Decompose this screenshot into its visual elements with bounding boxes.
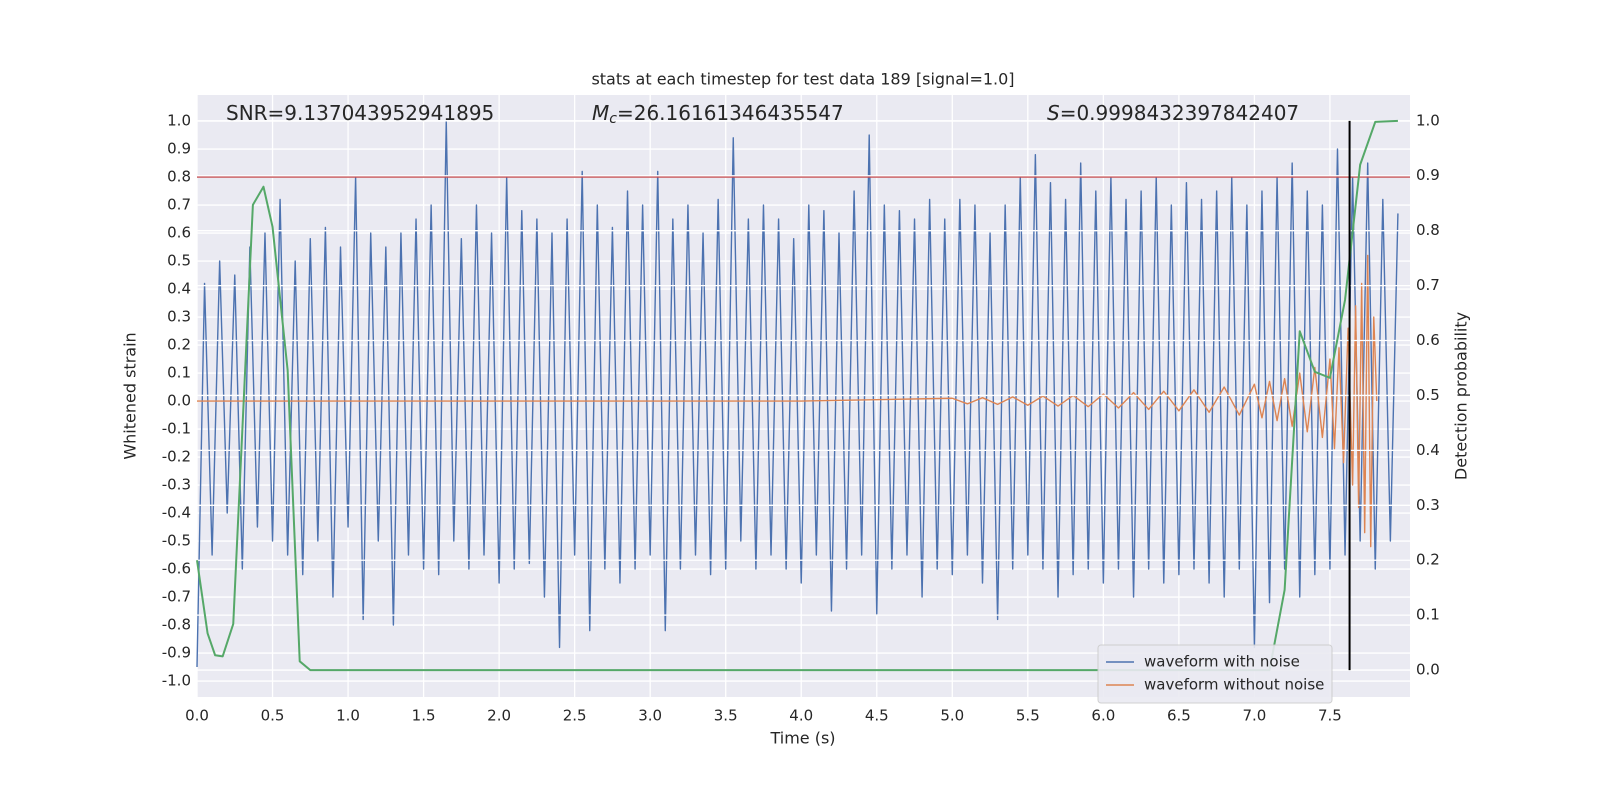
legend-label: waveform with noise xyxy=(1144,653,1300,671)
y2-axis-label: Detection probability xyxy=(1452,312,1471,480)
y-tick-label: -0.3 xyxy=(162,476,191,494)
y-tick-label: 0.1 xyxy=(167,364,191,382)
x-tick-label: 0.5 xyxy=(261,707,285,725)
x-tick-label: 4.5 xyxy=(865,707,889,725)
y2-tick-label: 0.9 xyxy=(1416,166,1440,184)
y-tick-label: 0.4 xyxy=(167,280,191,298)
y2-tick-label: 0.2 xyxy=(1416,551,1440,569)
y-tick-label: 0.2 xyxy=(167,336,191,354)
x-tick-label: 4.0 xyxy=(789,707,813,725)
annotation-subscript: c xyxy=(609,111,617,127)
x-tick-label: 6.5 xyxy=(1167,707,1191,725)
x-tick-label: 1.5 xyxy=(412,707,436,725)
y-tick-label: -0.9 xyxy=(162,644,191,662)
y-tick-label: 0.0 xyxy=(167,392,191,410)
x-tick-label: 5.0 xyxy=(940,707,964,725)
y-tick-label: 0.9 xyxy=(167,140,191,158)
y-tick-label: -0.2 xyxy=(162,448,191,466)
y2-tick-label: 0.0 xyxy=(1416,661,1440,679)
y-tick-label: 0.7 xyxy=(167,196,191,214)
annotation-text: SNR=9.137043952941895 xyxy=(226,101,494,125)
x-tick-label: 3.0 xyxy=(638,707,662,725)
series-line xyxy=(196,120,1399,668)
y-tick-label: 1.0 xyxy=(167,112,191,130)
annotation-text: =26.16161346435547 xyxy=(617,101,844,125)
y-tick-label: 0.8 xyxy=(167,168,191,186)
x-axis-label: Time (s) xyxy=(769,729,835,748)
y-tick-label: -0.6 xyxy=(162,560,191,578)
x-tick-label: 7.5 xyxy=(1318,707,1342,725)
y2-tick-label: 0.5 xyxy=(1416,386,1440,404)
y-tick-label: -0.8 xyxy=(162,616,191,634)
y2-tick-label: 0.8 xyxy=(1416,221,1440,239)
annotation: SNR=9.137043952941895 xyxy=(226,101,494,125)
series-line xyxy=(196,119,1398,672)
y-tick-label: 0.6 xyxy=(167,224,191,242)
legend-label: waveform without noise xyxy=(1144,676,1324,694)
x-tick-label: 2.0 xyxy=(487,707,511,725)
legend-box xyxy=(1097,644,1333,704)
x-tick-label: 5.5 xyxy=(1016,707,1040,725)
y2-tick-label: 0.1 xyxy=(1416,606,1440,624)
y-axis-label: Whitened strain xyxy=(121,332,140,459)
x-tick-label: 0.0 xyxy=(185,707,209,725)
y2-tick-label: 1.0 xyxy=(1416,111,1440,129)
y-tick-label: -0.5 xyxy=(162,532,191,550)
y2-tick-label: 0.6 xyxy=(1416,331,1440,349)
x-tick-label: 3.5 xyxy=(714,707,738,725)
y-tick-label: -1.0 xyxy=(162,672,191,690)
x-tick-label: 6.0 xyxy=(1091,707,1115,725)
y2-tick-label: 0.3 xyxy=(1416,496,1440,514)
chart-title: stats at each timestep for test data 189… xyxy=(591,70,1014,89)
annotation-text: =0.9998432397842407 xyxy=(1060,101,1299,125)
x-tick-label: 2.5 xyxy=(563,707,587,725)
y-tick-label: 0.5 xyxy=(167,252,191,270)
y-tick-label: -0.4 xyxy=(162,504,191,522)
annotation: S=0.9998432397842407 xyxy=(1047,101,1299,125)
y-tick-label: 0.3 xyxy=(167,308,191,326)
x-tick-label: 1.0 xyxy=(336,707,360,725)
annotation: Mc=26.16161346435547 xyxy=(592,101,844,128)
x-tick-label: 7.0 xyxy=(1242,707,1266,725)
y2-tick-label: 0.7 xyxy=(1416,276,1440,294)
y-tick-label: -0.7 xyxy=(162,588,191,606)
series-line xyxy=(197,254,1378,548)
annotation-symbol: M xyxy=(592,101,609,125)
y2-tick-label: 0.4 xyxy=(1416,441,1440,459)
y-tick-label: -0.1 xyxy=(162,420,191,438)
annotation-symbol: S xyxy=(1047,101,1060,125)
